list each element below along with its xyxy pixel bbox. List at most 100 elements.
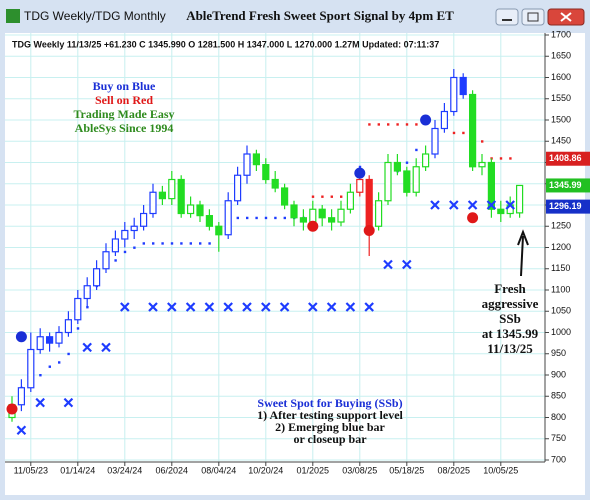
sell-signal (6, 403, 18, 415)
x-tick-label: 08/2025 (438, 465, 471, 475)
stop-dot (387, 123, 390, 126)
x-marker (364, 302, 374, 312)
y-tick-label: 1500 (551, 114, 571, 124)
candle-body (262, 164, 270, 181)
x-marker (242, 302, 252, 312)
x-marker (345, 302, 356, 312)
x-marker (120, 302, 130, 312)
candle-body (337, 208, 345, 223)
buy-signal (420, 114, 432, 126)
sell-signal (307, 220, 319, 232)
x-marker (167, 302, 177, 312)
price-tag-label: 1408.86 (549, 153, 582, 163)
x-marker (467, 200, 478, 210)
stop-dot (67, 352, 70, 356)
stop-dot (499, 157, 503, 160)
y-tick-label: 1700 (551, 29, 571, 39)
stop-dot (509, 157, 512, 160)
candle-body (92, 268, 101, 287)
x-marker (449, 200, 459, 210)
sweet-spot-note: Sweet Spot for Buying (SSb) (257, 396, 402, 410)
x-marker (430, 200, 440, 210)
y-tick-label: 1550 (551, 93, 571, 103)
stop-dot (415, 148, 418, 152)
candle-body (130, 225, 138, 232)
chart-title: AbleTrend Fresh Sweet Sport Signal by 4p… (186, 8, 454, 23)
x-marker (383, 259, 393, 270)
candle-body (215, 225, 223, 236)
candle-body (478, 161, 486, 168)
candle-body (393, 161, 401, 172)
stop-dot (76, 327, 80, 330)
stop-dot (208, 242, 211, 245)
x-marker (101, 342, 111, 353)
candle-body (422, 153, 430, 168)
candle-body (271, 178, 279, 189)
candle-body (318, 208, 326, 219)
x-tick-label: 10/05/25 (483, 465, 518, 475)
candle-body (224, 200, 232, 236)
legend-note: Trading Made Easy (73, 107, 174, 121)
close-icon (560, 12, 572, 22)
candle-body (375, 200, 383, 227)
candle-body (346, 191, 354, 210)
legend-note: AbleSys Since 1994 (75, 121, 174, 135)
stop-dot (274, 216, 277, 220)
stop-dot (481, 140, 484, 143)
maximize-button[interactable] (521, 8, 545, 26)
stop-dot (358, 165, 362, 169)
callout-line: aggressive (482, 296, 539, 311)
stop-dot (236, 216, 239, 220)
price-tag (546, 151, 590, 166)
candle-body (384, 161, 392, 202)
candle-body (440, 110, 448, 130)
stop-dot (330, 195, 333, 198)
candle-body (83, 285, 91, 300)
stop-dot (189, 242, 192, 245)
legend-note: Buy on Blue (93, 79, 156, 93)
stop-dot (58, 361, 61, 364)
x-marker (82, 342, 92, 353)
x-tick-label: 03/08/25 (342, 465, 377, 475)
y-tick-label: 950 (551, 348, 566, 358)
stop-dot (340, 195, 343, 198)
x-marker (326, 302, 337, 312)
candle-body (45, 336, 54, 344)
minimize-button[interactable] (495, 8, 519, 26)
stop-dot (199, 242, 202, 245)
candle-body (64, 319, 73, 334)
info-line: TDG Weekly 11/13/25 +61.230 C 1345.990 O… (12, 39, 439, 49)
x-tick-label: 08/04/24 (201, 465, 236, 475)
callout-line: SSb (499, 311, 521, 326)
candle-body (328, 217, 336, 223)
candle-body (403, 170, 411, 193)
candle-body (450, 76, 458, 113)
sweet-spot-note: 2) Emerging blue bar (275, 420, 385, 434)
candle-body (252, 153, 260, 166)
price-tag (546, 199, 590, 214)
candle-body (234, 174, 242, 202)
candle-body (497, 208, 505, 215)
stop-dot (264, 216, 268, 220)
y-tick-label: 1050 (551, 306, 571, 316)
x-marker (63, 397, 74, 408)
stop-dot (405, 123, 409, 126)
stop-dot (396, 123, 399, 126)
candle-body (243, 153, 251, 176)
price-tag-label: 1345.99 (549, 180, 582, 190)
callout-arrow (517, 229, 529, 277)
stop-dot (180, 242, 183, 245)
buy-signal (15, 331, 27, 343)
candle-body (469, 93, 477, 168)
candle-body (111, 238, 120, 253)
candle-body (36, 336, 44, 351)
y-tick-label: 1450 (551, 136, 571, 146)
x-tick-label: 10/20/24 (248, 465, 283, 475)
y-tick-label: 1150 (551, 263, 570, 273)
price-tag-label: 1296.19 (549, 201, 582, 211)
candle-body (102, 251, 110, 270)
x-marker (16, 425, 27, 436)
candle-body (158, 191, 166, 200)
x-marker (35, 397, 45, 408)
y-tick-label: 1650 (551, 51, 571, 61)
